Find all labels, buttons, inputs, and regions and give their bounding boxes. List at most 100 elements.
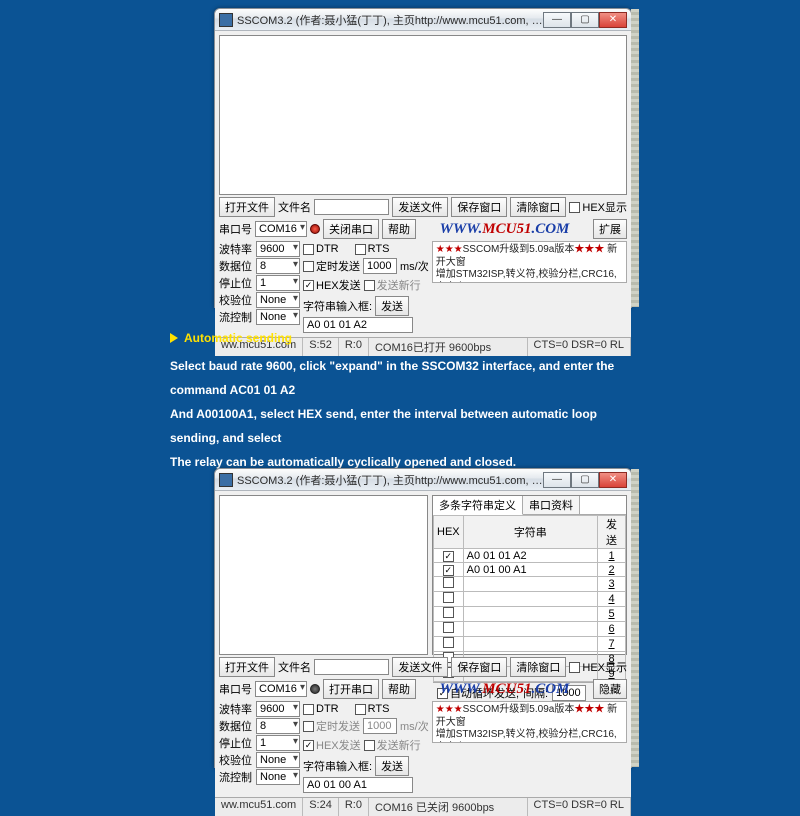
row-send-button[interactable]: 6	[598, 622, 626, 637]
hex-send-checkbox[interactable]: ✓HEX发送	[303, 277, 361, 293]
row-hex-checkbox[interactable]: ✓	[443, 551, 454, 562]
table-row: ✓ A0 01 01 A21	[434, 549, 626, 563]
expand-button[interactable]: 扩展	[593, 219, 627, 239]
baud-select[interactable]: 9600	[256, 701, 300, 717]
row-string-cell[interactable]	[463, 577, 597, 592]
row-hex-checkbox[interactable]	[443, 592, 454, 603]
row-string-cell[interactable]: A0 01 00 A1	[463, 563, 597, 577]
table-row: 7	[434, 637, 626, 652]
website-link[interactable]: WWW.MCU51.COM	[419, 681, 590, 698]
row-hex-checkbox[interactable]	[443, 622, 454, 633]
minimize-button[interactable]: —	[543, 472, 571, 488]
send-button[interactable]: 发送	[375, 756, 409, 776]
row-hex-checkbox[interactable]	[443, 607, 454, 618]
save-window-button[interactable]: 保存窗口	[451, 657, 507, 677]
hide-button[interactable]: 隐藏	[593, 679, 627, 699]
row-send-button[interactable]: 3	[598, 577, 626, 592]
instruction-text: Automatic sending Select baud rate 9600,…	[130, 326, 670, 474]
toggle-port-button[interactable]: 打开串口	[323, 679, 379, 699]
clear-window-button[interactable]: 清除窗口	[510, 657, 566, 677]
timed-send-checkbox[interactable]: 定时发送	[303, 258, 360, 274]
send-newline-checkbox[interactable]: 发送新行	[364, 277, 421, 293]
parity-select[interactable]: None	[256, 752, 300, 768]
clear-window-button[interactable]: 清除窗口	[510, 197, 566, 217]
row-string-cell[interactable]	[463, 637, 597, 652]
flow-label: 流控制	[219, 309, 252, 325]
send-button[interactable]: 发送	[375, 296, 409, 316]
hex-show-checkbox[interactable]: HEX显示	[569, 659, 627, 675]
stop-select[interactable]: 1	[256, 275, 300, 291]
filename-label: 文件名	[278, 199, 311, 215]
close-button[interactable]: ✕	[599, 12, 627, 28]
send-newline-checkbox[interactable]: 发送新行	[364, 737, 421, 753]
hex-show-checkbox[interactable]: HEX显示	[569, 199, 627, 215]
open-file-button[interactable]: 打开文件	[219, 657, 275, 677]
output-textarea[interactable]	[219, 495, 428, 655]
rts-checkbox[interactable]: RTS	[355, 703, 390, 715]
timed-send-checkbox[interactable]: 定时发送	[303, 718, 360, 734]
row-hex-checkbox[interactable]	[443, 637, 454, 648]
ms-label: ms/次	[400, 258, 429, 274]
row-hex-checkbox[interactable]	[443, 577, 454, 588]
help-button[interactable]: 帮助	[382, 679, 416, 699]
timed-interval-field[interactable]: 1000	[363, 258, 397, 274]
timed-interval-field[interactable]: 1000	[363, 718, 397, 734]
send-file-button[interactable]: 发送文件	[392, 197, 448, 217]
instruction-line: Select baud rate 9600, click "expand" in…	[170, 354, 630, 402]
row-string-cell[interactable]	[463, 592, 597, 607]
port-select[interactable]: COM16	[255, 681, 307, 697]
parity-label: 校验位	[219, 292, 252, 308]
multi-string-panel: 多条字符串定义 串口资料 HEX字符串发送 ✓A0 01 01 A21✓A0 0…	[432, 495, 627, 655]
filename-field[interactable]	[314, 659, 389, 675]
baud-select[interactable]: 9600	[256, 241, 300, 257]
instruction-line: And A00100A1, select HEX send, enter the…	[170, 402, 630, 450]
row-send-button[interactable]: 4	[598, 592, 626, 607]
maximize-button[interactable]: ▢	[571, 12, 599, 28]
stop-select[interactable]: 1	[256, 735, 300, 751]
input-label: 字符串输入框:	[303, 298, 372, 314]
maximize-button[interactable]: ▢	[571, 472, 599, 488]
row-hex-checkbox[interactable]: ✓	[443, 565, 454, 576]
hex-send-checkbox[interactable]: ✓HEX发送	[303, 737, 361, 753]
data-label: 数据位	[219, 258, 252, 274]
open-file-button[interactable]: 打开文件	[219, 197, 275, 217]
tab-serial-info[interactable]: 串口资料	[523, 496, 580, 514]
triangle-icon	[170, 333, 178, 343]
help-button[interactable]: 帮助	[382, 219, 416, 239]
row-send-button[interactable]: 7	[598, 637, 626, 652]
send-input[interactable]: A0 01 00 A1	[303, 777, 413, 793]
serial-config-block: 波特率9600 数据位8 停止位1 校验位None 流控制None	[219, 701, 300, 785]
port-label: 串口号	[219, 681, 252, 697]
row-string-cell[interactable]: A0 01 01 A2	[463, 549, 597, 563]
filename-field[interactable]	[314, 199, 389, 215]
flow-select[interactable]: None	[256, 769, 300, 785]
send-file-button[interactable]: 发送文件	[392, 657, 448, 677]
filename-label: 文件名	[278, 659, 311, 675]
tab-multi-string[interactable]: 多条字符串定义	[433, 496, 523, 515]
toggle-port-button[interactable]: 关闭串口	[323, 219, 379, 239]
port-status-led	[310, 224, 320, 234]
data-select[interactable]: 8	[256, 258, 300, 274]
dtr-checkbox[interactable]: DTR	[303, 243, 339, 255]
close-button[interactable]: ✕	[599, 472, 627, 488]
rts-checkbox[interactable]: RTS	[355, 243, 390, 255]
flow-select[interactable]: None	[256, 309, 300, 325]
save-window-button[interactable]: 保存窗口	[451, 197, 507, 217]
row-send-button[interactable]: 1	[598, 549, 626, 563]
minimize-button[interactable]: —	[543, 12, 571, 28]
row-string-cell[interactable]	[463, 622, 597, 637]
side-gutter	[631, 469, 639, 767]
baud-label: 波特率	[219, 241, 252, 257]
port-select[interactable]: COM16	[255, 221, 307, 237]
table-row: ✓ A0 01 00 A12	[434, 563, 626, 577]
output-textarea[interactable]	[219, 35, 627, 195]
port-status-led	[310, 684, 320, 694]
data-select[interactable]: 8	[256, 718, 300, 734]
row-string-cell[interactable]	[463, 607, 597, 622]
dtr-checkbox[interactable]: DTR	[303, 703, 339, 715]
input-label: 字符串输入框:	[303, 758, 372, 774]
row-send-button[interactable]: 5	[598, 607, 626, 622]
parity-select[interactable]: None	[256, 292, 300, 308]
row-send-button[interactable]: 2	[598, 563, 626, 577]
website-link[interactable]: WWW.MCU51.COM	[419, 221, 590, 238]
